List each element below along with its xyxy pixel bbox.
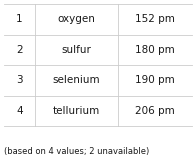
Text: 1: 1 (16, 14, 23, 24)
Text: oxygen: oxygen (57, 14, 95, 24)
Text: 206 pm: 206 pm (135, 106, 175, 116)
Text: selenium: selenium (53, 76, 100, 85)
Text: 180 pm: 180 pm (135, 45, 175, 55)
Text: 2: 2 (16, 45, 23, 55)
Text: 3: 3 (16, 76, 23, 85)
Text: 190 pm: 190 pm (135, 76, 175, 85)
Text: (based on 4 values; 2 unavailable): (based on 4 values; 2 unavailable) (4, 147, 149, 157)
Text: sulfur: sulfur (62, 45, 91, 55)
Text: 152 pm: 152 pm (135, 14, 175, 24)
Text: 4: 4 (16, 106, 23, 116)
Text: tellurium: tellurium (53, 106, 100, 116)
